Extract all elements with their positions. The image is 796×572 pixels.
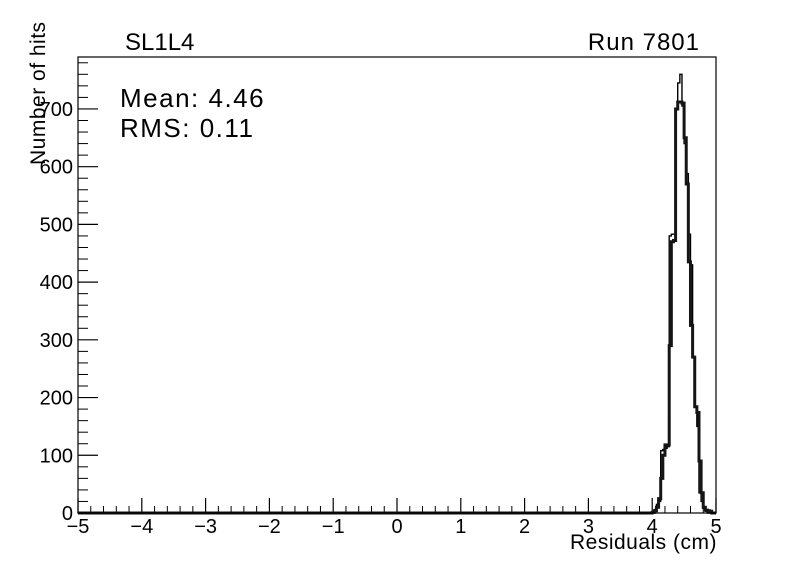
x-tick-label: −4: [130, 516, 153, 538]
plot-frame: [77, 56, 717, 514]
y-tick-label: 600: [40, 157, 73, 179]
y-tick-label: 400: [40, 272, 73, 294]
y-tick-label: 0: [62, 503, 73, 525]
run-number-label: Run 7801: [588, 29, 700, 56]
x-axis-title: Residuals (cm): [570, 531, 717, 554]
x-tick-label: −2: [258, 516, 281, 538]
residuals-histogram-thick: [78, 100, 716, 515]
x-tick-label: 3: [583, 516, 594, 538]
y-tick-label: 500: [40, 214, 73, 236]
x-tick-label: 0: [391, 516, 402, 538]
x-tick-label: 2: [519, 516, 530, 538]
mean-stat-text: Mean: 4.46: [120, 83, 265, 113]
y-tick-label: 300: [40, 330, 73, 352]
y-axis: 0 100 200 300 400 500 600 700: [40, 62, 98, 525]
x-tick-label: −3: [194, 516, 217, 538]
y-tick-label: 100: [40, 445, 73, 467]
chart-title: SL1L4: [125, 29, 194, 56]
x-tick-label: 4: [647, 516, 658, 538]
x-tick-label: 1: [455, 516, 466, 538]
y-tick-label: 200: [40, 388, 73, 410]
y-axis-title: Number of hits: [27, 21, 50, 165]
rms-stat-text: RMS: 0.11: [120, 113, 254, 143]
x-tick-label: −1: [322, 516, 345, 538]
x-tick-label: −5: [67, 516, 90, 538]
histogram-series: [78, 73, 716, 515]
y-tick-label: 700: [40, 99, 73, 121]
x-tick-label: 5: [710, 516, 721, 538]
